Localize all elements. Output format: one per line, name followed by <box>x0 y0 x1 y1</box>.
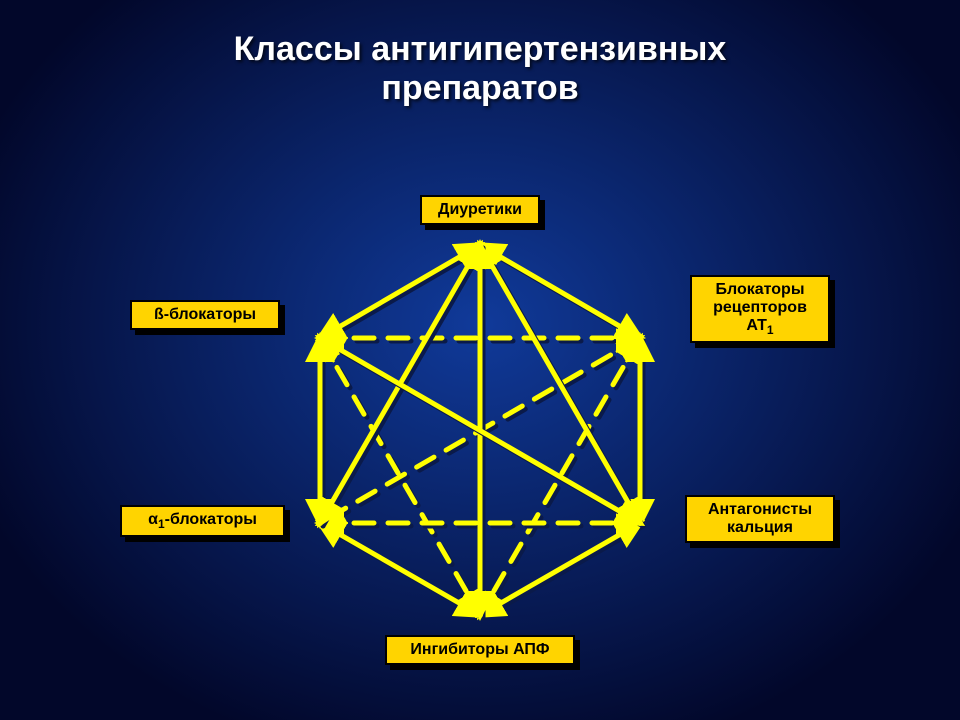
solid-edge-top_left-bottom_right <box>320 338 640 523</box>
vertex-top_right <box>637 335 643 341</box>
node-arb: БлокаторырецепторовАТ1 <box>690 275 830 343</box>
vertex-top_left <box>317 335 323 341</box>
vertex-top <box>477 242 483 248</box>
solid-edge-top_left-top <box>320 245 480 338</box>
node-label-diuretics: Диуретики <box>420 195 540 225</box>
dashed-edge-top_right-bottom_left <box>320 338 640 523</box>
node-label-ca: Антагонистыкальция <box>685 495 835 543</box>
vertex-bottom <box>477 612 483 618</box>
slide-stage: Классы антигипертензивных препаратов Диу… <box>0 0 960 720</box>
node-label-ace: Ингибиторы АПФ <box>385 635 575 665</box>
node-label-arb: БлокаторырецепторовАТ1 <box>690 275 830 343</box>
title-line-2: препаратов <box>381 69 578 107</box>
solid-edge-top-top_right <box>480 245 640 338</box>
solid-edge-bottom-bottom_left <box>320 523 480 615</box>
dashed-edge-top_left-bottom <box>320 338 480 615</box>
node-diuretics: Диуретики <box>420 195 540 225</box>
node-ca: Антагонистыкальция <box>685 495 835 543</box>
solid-edge-top-bottom_right <box>480 245 640 523</box>
node-ace: Ингибиторы АПФ <box>385 635 575 665</box>
solid-edge-top-bottom_left <box>320 245 480 523</box>
vertex-bottom_right <box>637 520 643 526</box>
slide-title: Классы антигипертензивных препаратов <box>0 30 960 108</box>
node-beta: ß-блокаторы <box>130 300 280 330</box>
solid-edge-bottom_right-bottom <box>480 523 640 615</box>
node-label-alpha: α1-блокаторы <box>120 505 285 537</box>
vertex-bottom_left <box>317 520 323 526</box>
node-alpha: α1-блокаторы <box>120 505 285 537</box>
title-line-1: Классы антигипертензивных <box>234 30 727 68</box>
dashed-edge-top_right-bottom <box>480 338 640 615</box>
node-label-beta: ß-блокаторы <box>130 300 280 330</box>
